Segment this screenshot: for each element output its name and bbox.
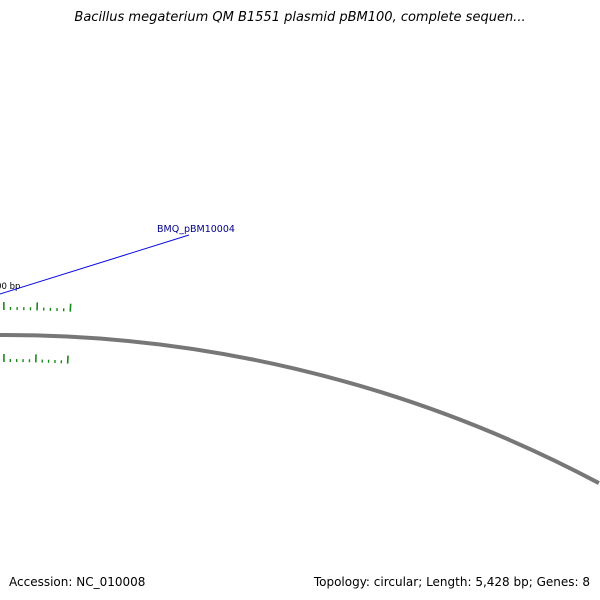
map-title: Bacillus megaterium QM B1551 plasmid pBM… — [74, 10, 526, 25]
tick-label: 2700 bp — [0, 282, 20, 292]
outer-tick-ring — [3, 302, 72, 312]
tick-label-group: 2300 bp2350 bp2400 bp2450 bp2500 bp2550 … — [0, 282, 20, 292]
plasmid-backbone — [0, 333, 600, 485]
accession-text: Accession: NC_010008 — [9, 575, 146, 589]
topology-summary: Topology: circular; Length: 5,428 bp; Ge… — [313, 575, 590, 589]
inner-tick-ring — [3, 353, 69, 364]
gene-label-leader — [0, 234, 190, 295]
gene-label[interactable]: BMQ_pBM10004 — [157, 224, 235, 235]
